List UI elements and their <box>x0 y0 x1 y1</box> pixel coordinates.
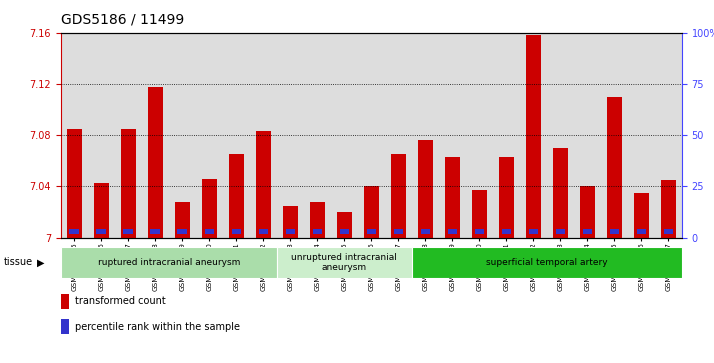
Text: transformed count: transformed count <box>75 296 166 306</box>
Bar <box>175 202 190 238</box>
Bar <box>366 229 376 234</box>
Bar <box>228 154 243 238</box>
Bar <box>391 154 406 238</box>
Text: ruptured intracranial aneurysm: ruptured intracranial aneurysm <box>98 258 240 267</box>
Bar <box>258 229 268 234</box>
Bar <box>637 229 646 234</box>
Bar <box>385 33 412 238</box>
Bar <box>61 33 88 238</box>
Bar <box>610 229 619 234</box>
Bar <box>250 33 277 238</box>
Bar <box>663 229 673 234</box>
Bar <box>277 33 303 238</box>
Bar <box>358 33 385 238</box>
Bar <box>499 157 514 238</box>
Bar <box>364 187 378 238</box>
Bar <box>121 129 136 238</box>
Bar <box>94 183 109 238</box>
Bar <box>634 193 649 238</box>
Bar <box>580 187 595 238</box>
Bar <box>439 33 466 238</box>
Bar <box>421 229 430 234</box>
Bar <box>196 33 223 238</box>
Bar <box>283 206 298 238</box>
Bar <box>256 131 271 238</box>
Bar <box>277 247 412 278</box>
Bar <box>472 190 487 238</box>
Bar <box>547 33 574 238</box>
Bar <box>555 229 565 234</box>
Text: GDS5186 / 11499: GDS5186 / 11499 <box>61 13 184 27</box>
Bar <box>607 97 622 238</box>
Bar <box>553 148 568 238</box>
Text: superficial temporal artery: superficial temporal artery <box>486 258 608 267</box>
Bar <box>124 229 133 234</box>
Bar <box>412 247 682 278</box>
Bar <box>313 229 322 234</box>
Bar <box>655 33 682 238</box>
Bar <box>69 229 79 234</box>
Bar <box>303 33 331 238</box>
Bar <box>526 35 540 238</box>
Bar <box>231 229 241 234</box>
Bar <box>628 33 655 238</box>
Bar <box>67 129 81 238</box>
Text: tissue: tissue <box>4 257 33 267</box>
Bar <box>286 229 295 234</box>
Bar <box>393 229 403 234</box>
Bar <box>520 33 547 238</box>
Bar <box>141 33 169 238</box>
Bar <box>502 229 511 234</box>
Bar <box>204 229 214 234</box>
Bar <box>583 229 592 234</box>
Bar <box>178 229 187 234</box>
Bar <box>475 229 484 234</box>
Bar <box>148 86 163 238</box>
Text: unruptured intracranial
aneurysm: unruptured intracranial aneurysm <box>291 253 397 272</box>
Bar <box>169 33 196 238</box>
Bar <box>466 33 493 238</box>
Bar <box>412 33 439 238</box>
Bar <box>61 247 277 278</box>
Bar <box>448 229 457 234</box>
Bar <box>340 229 349 234</box>
Text: ▶: ▶ <box>37 257 45 267</box>
Bar <box>115 33 141 238</box>
Bar <box>88 33 115 238</box>
Bar <box>445 157 460 238</box>
Bar <box>202 179 216 238</box>
Bar <box>601 33 628 238</box>
Bar <box>418 140 433 238</box>
Bar <box>661 180 675 238</box>
Bar <box>96 229 106 234</box>
Bar <box>331 33 358 238</box>
Bar <box>310 202 325 238</box>
Bar <box>151 229 160 234</box>
Bar <box>528 229 538 234</box>
Bar <box>493 33 520 238</box>
Bar <box>337 212 352 238</box>
Bar <box>223 33 250 238</box>
Bar <box>574 33 601 238</box>
Text: percentile rank within the sample: percentile rank within the sample <box>75 322 240 332</box>
